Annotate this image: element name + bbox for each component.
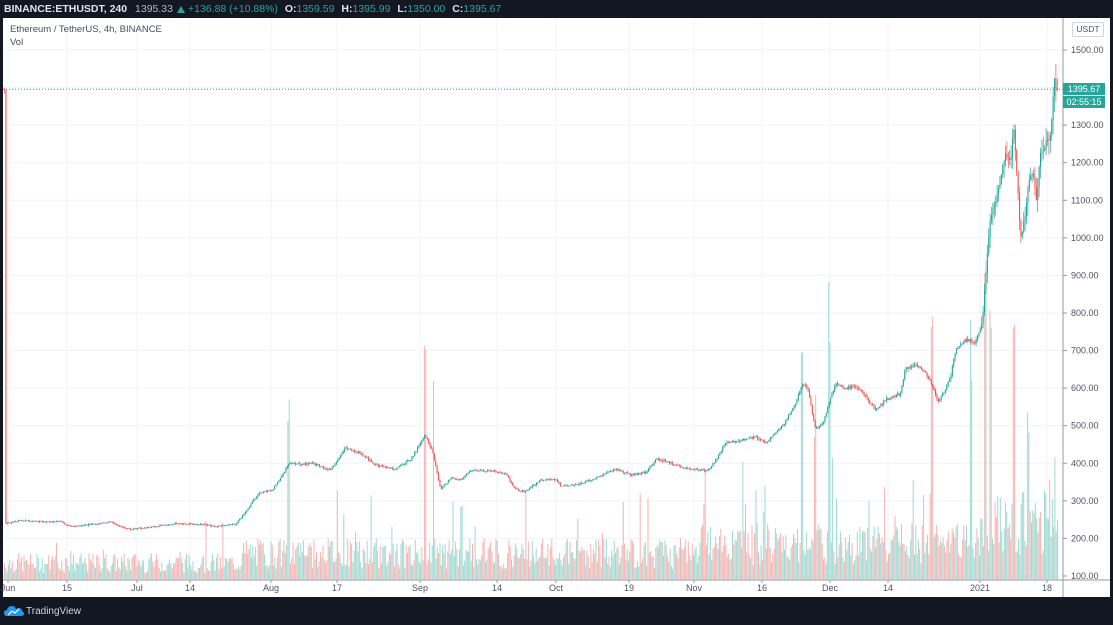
time-axis-label: 14 [883, 583, 893, 593]
footer-bar [0, 597, 1113, 625]
price-change: +136.88 (+10.88%) [188, 3, 278, 15]
time-axis-label: Aug [263, 583, 279, 593]
price-axis-label: 800.00 [1071, 308, 1099, 318]
cloud-icon [4, 606, 24, 616]
price-axis-label: 900.00 [1071, 270, 1099, 280]
time-axis-label: Nov [686, 583, 703, 593]
time-axis-label: Jun [1, 583, 16, 593]
bar-countdown-tag: 02:55:15 [1063, 96, 1105, 108]
price-axis-label: 500.00 [1071, 421, 1099, 431]
low-value: 1350.00 [407, 3, 446, 15]
price-axis-label: 1300.00 [1071, 120, 1104, 130]
price-axis-label: 1100.00 [1071, 195, 1103, 205]
time-axis-label: 14 [492, 583, 502, 593]
time-axis-label: 14 [185, 583, 195, 593]
time-axis-label: 2021 [970, 583, 990, 593]
price-axis-label: 700.00 [1071, 346, 1099, 356]
legend-volume[interactable]: Vol [10, 36, 24, 48]
time-axis-label: Dec [822, 583, 839, 593]
last-price-tag: 1395.67 [1063, 83, 1105, 95]
high-label: H: [341, 3, 353, 15]
time-axis-label: 18 [1042, 583, 1052, 593]
chart-legend: Ethereum / TetherUS, 4h, BINANCE Vol [10, 24, 162, 49]
low-label: L: [397, 3, 408, 15]
price-axis-label: 200.00 [1071, 533, 1099, 543]
open-value: 1359.59 [296, 3, 335, 15]
time-axis-label: 15 [62, 583, 72, 593]
price-axis-label: 300.00 [1071, 496, 1099, 506]
price-axis-label: 100.00 [1071, 571, 1099, 581]
symbol-header: BINANCE:ETHUSDT, 240 1395.33 +136.88 (+10… [0, 0, 1113, 18]
last-price: 1395.33 [135, 3, 173, 15]
open-label: O: [284, 3, 297, 15]
time-axis-label: Oct [549, 583, 564, 593]
price-axis-label: 400.00 [1071, 458, 1099, 468]
up-arrow-icon [177, 6, 185, 13]
tradingview-logo[interactable]: TradingView [4, 605, 81, 617]
price-axis-label: 1000.00 [1071, 233, 1104, 243]
price-axis-label: 600.00 [1071, 383, 1099, 393]
time-axis-label: Jul [131, 583, 143, 593]
close-value: 1395.67 [463, 3, 502, 15]
time-axis-label: 16 [757, 583, 767, 593]
price-axis-label: 1200.00 [1071, 158, 1104, 168]
brand-name: TradingView [26, 605, 82, 617]
time-axis-label: Sep [412, 583, 428, 593]
currency-button[interactable]: USDT [1072, 22, 1104, 37]
price-axis-label: 1500.00 [1071, 45, 1104, 55]
legend-title[interactable]: Ethereum / TetherUS, 4h, BINANCE [10, 24, 162, 35]
symbol-name[interactable]: BINANCE:ETHUSDT, 240 [4, 3, 128, 15]
time-axis-label: 19 [624, 583, 634, 593]
close-label: C: [452, 3, 464, 15]
time-axis-label: 17 [332, 583, 342, 593]
high-value: 1395.99 [352, 3, 391, 15]
